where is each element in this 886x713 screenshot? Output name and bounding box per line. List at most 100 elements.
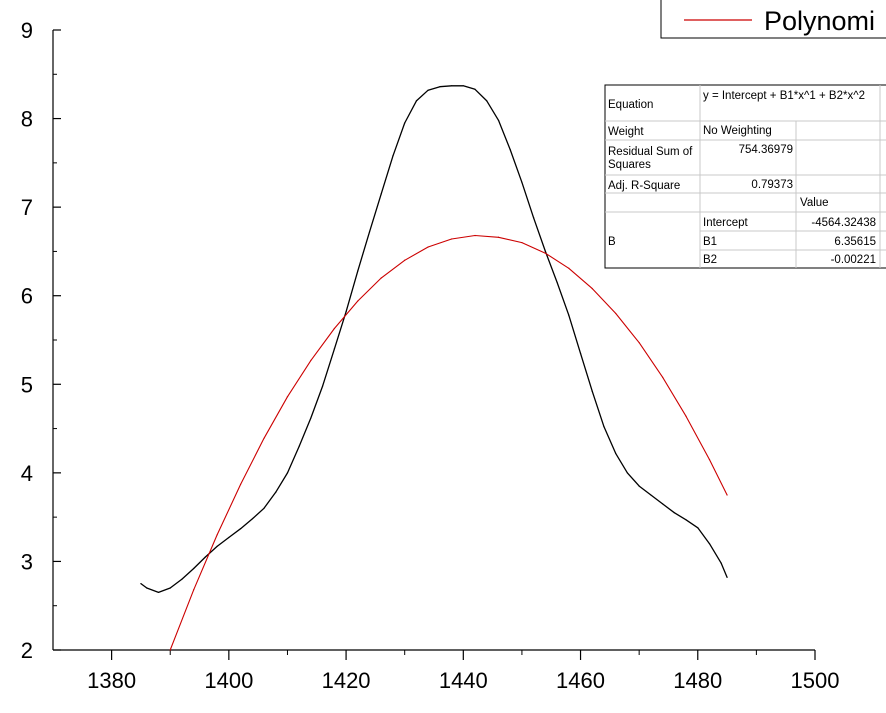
data-point xyxy=(345,311,347,313)
data-point xyxy=(450,85,453,87)
data-point xyxy=(486,100,488,102)
x-tick-label: 1500 xyxy=(791,668,840,693)
data-point xyxy=(626,472,629,474)
data-point xyxy=(533,217,535,219)
data-point xyxy=(685,415,687,417)
data-point xyxy=(662,503,664,505)
data-point xyxy=(216,545,218,547)
group-label: B xyxy=(608,236,616,248)
y-tick-label: 8 xyxy=(21,107,33,132)
y-tick-label: 5 xyxy=(21,372,33,397)
data-point xyxy=(380,193,382,195)
data-point xyxy=(193,567,195,570)
data-point xyxy=(357,300,359,302)
data-point xyxy=(726,494,728,496)
data-point xyxy=(509,148,511,151)
data-point xyxy=(638,342,640,344)
data-point xyxy=(251,518,253,520)
data-point xyxy=(333,327,335,330)
data-point xyxy=(462,85,464,87)
data-point xyxy=(615,312,617,315)
row-label-rss: Residual Sum of Squares xyxy=(608,146,696,171)
data-point xyxy=(579,352,582,354)
data-point xyxy=(708,543,711,545)
data-point xyxy=(439,86,441,88)
y-tick-label: 2 xyxy=(21,638,33,663)
y-tick-label: 9 xyxy=(21,18,33,43)
x-tick-label: 1480 xyxy=(673,668,722,693)
data-point xyxy=(673,512,675,514)
fit-table-border xyxy=(604,84,886,269)
y-tick-label: 3 xyxy=(21,549,33,574)
legend-label: Polynomi xyxy=(764,6,875,36)
data-point xyxy=(392,155,394,157)
data-point xyxy=(720,562,722,564)
row-label-adjr2: Adj. R-Square xyxy=(608,180,680,192)
data-point xyxy=(228,536,230,539)
data-point xyxy=(591,288,593,290)
data-point xyxy=(662,376,664,378)
data-point xyxy=(603,426,605,428)
x-tick-label: 1420 xyxy=(322,668,371,693)
series-line xyxy=(140,85,728,594)
data-point xyxy=(638,485,640,487)
data-point xyxy=(181,578,183,580)
data-point xyxy=(239,528,242,530)
data-point xyxy=(450,238,453,240)
data-point xyxy=(322,385,324,387)
x-tick-label: 1400 xyxy=(204,668,253,693)
series-1 xyxy=(169,234,728,651)
data-point xyxy=(568,314,570,316)
row-value-equation: y = Intercept + B1*x^1 + B2*x^2 xyxy=(703,90,865,102)
fit-table-grid xyxy=(605,85,886,268)
y-tick-label: 4 xyxy=(21,461,33,486)
data-point xyxy=(169,587,171,589)
data-point xyxy=(404,122,406,124)
data-point xyxy=(708,458,711,461)
data-point xyxy=(415,100,418,102)
data-point xyxy=(357,270,359,272)
data-point xyxy=(146,587,148,589)
data-point xyxy=(263,437,265,439)
data-point xyxy=(497,236,500,238)
x-tick-label: 1440 xyxy=(439,668,488,693)
series-layer xyxy=(140,85,728,651)
data-point xyxy=(368,231,371,233)
legend-box xyxy=(660,0,886,39)
data-point xyxy=(404,259,406,261)
data-point xyxy=(427,246,429,248)
x-tick-label: 1460 xyxy=(556,668,605,693)
param-value-b1: 6.35615 xyxy=(834,236,876,248)
legend: Polynomi xyxy=(660,0,886,39)
row-value-adjr2: 0.79373 xyxy=(751,179,793,191)
series-line xyxy=(169,234,728,651)
data-point xyxy=(427,89,429,91)
y-tick-label: 6 xyxy=(21,284,33,309)
param-value-b2: -0.00221 xyxy=(831,254,876,266)
data-point xyxy=(310,417,312,419)
data-point xyxy=(263,507,265,509)
data-point xyxy=(204,556,206,558)
row-label-rss-line1: Residual Sum of xyxy=(608,146,693,158)
param-value-intercept: -4564.32438 xyxy=(811,217,876,229)
data-point xyxy=(286,472,289,474)
param-name-b1: B1 xyxy=(703,236,717,248)
data-point xyxy=(474,234,476,237)
row-label-weight: Weight xyxy=(608,126,644,138)
data-point xyxy=(521,241,523,244)
data-point xyxy=(310,359,312,361)
row-value-weight: No Weighting xyxy=(703,125,772,137)
row-value-rss: 754.36979 xyxy=(739,144,793,156)
data-point xyxy=(298,445,300,447)
fit-table: Equation y = Intercept + B1*x^1 + B2*x^2… xyxy=(604,84,886,269)
data-point xyxy=(685,519,687,521)
data-point xyxy=(380,277,382,279)
data-point xyxy=(239,483,242,485)
data-point xyxy=(568,267,570,269)
data-point xyxy=(544,252,546,254)
row-label-rss-line2: Squares xyxy=(608,159,651,171)
param-name-intercept: Intercept xyxy=(703,217,749,229)
data-point xyxy=(275,491,277,493)
data-point xyxy=(497,119,500,121)
data-point xyxy=(157,591,160,594)
